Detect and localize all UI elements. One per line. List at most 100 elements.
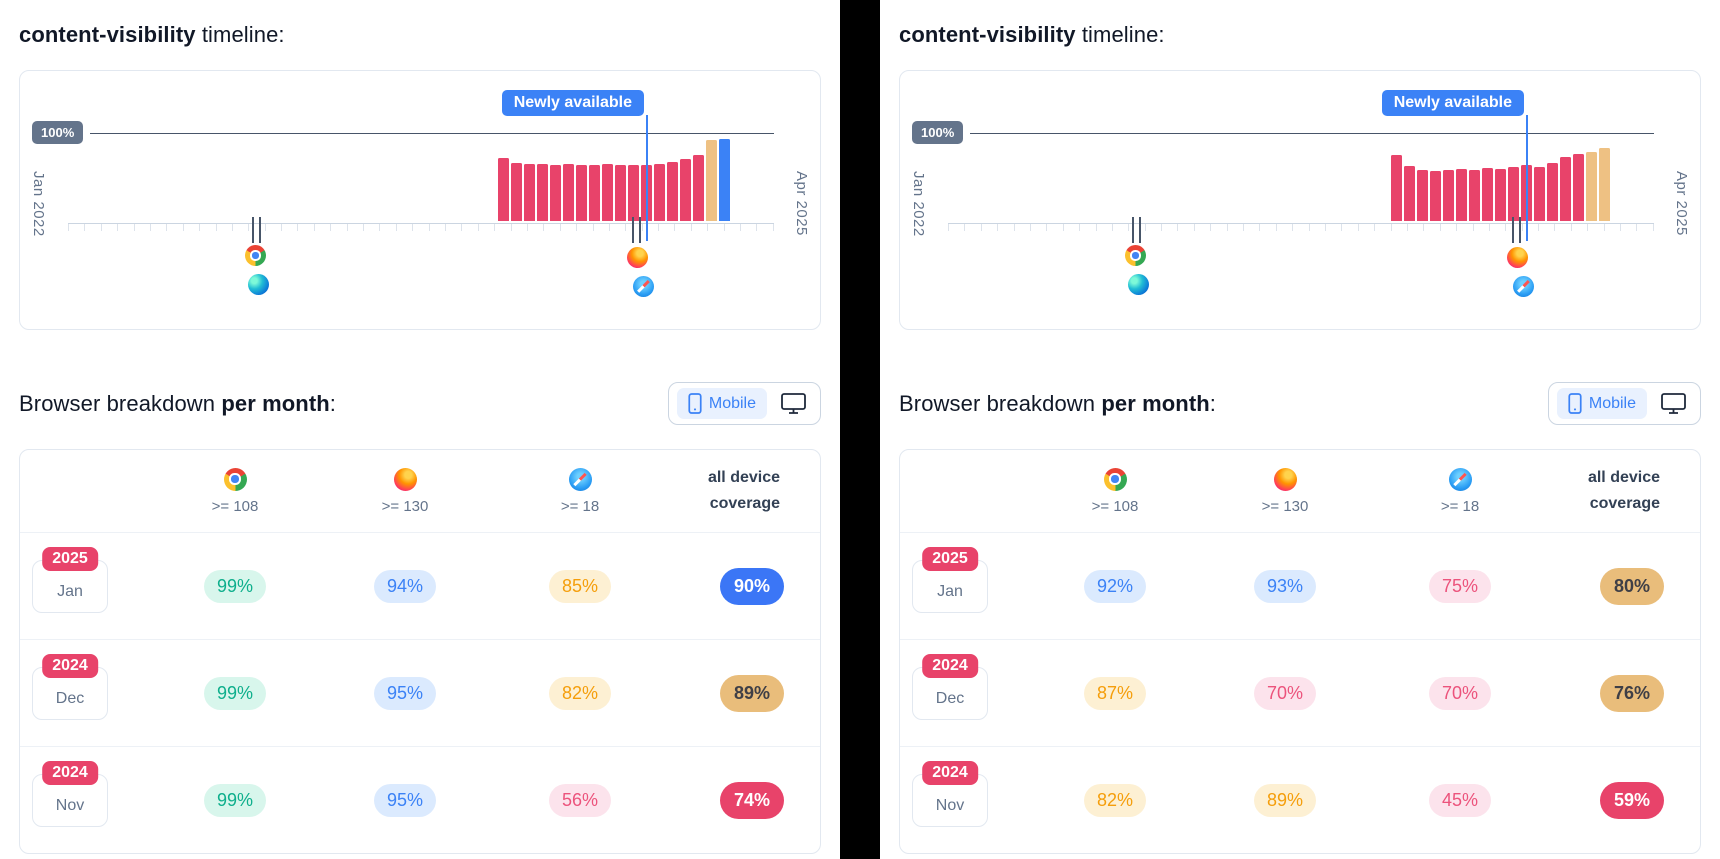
- chrome-version-label: >= 108: [211, 497, 259, 515]
- axis-tick: [149, 224, 151, 231]
- desktop-toggle-button[interactable]: [775, 388, 812, 419]
- table-row: 2025 Jan 99% 94% 85% 90%: [20, 532, 820, 639]
- safari-icon: [568, 467, 592, 491]
- axis-tick: [1538, 224, 1540, 231]
- axis-tick: [510, 224, 512, 231]
- axis-tick: [1243, 224, 1245, 231]
- desktop-toggle-button[interactable]: [1655, 388, 1692, 419]
- mobile-toggle-button[interactable]: Mobile: [1556, 388, 1647, 419]
- mobile-phone-icon: [688, 393, 702, 414]
- month-label: Dec: [55, 689, 85, 707]
- support-chip: 75%: [1428, 569, 1492, 603]
- timeline-bar: [1573, 154, 1584, 221]
- axis-tick: [641, 224, 643, 231]
- support-cell: 75%: [1370, 569, 1550, 603]
- axis-tick: [723, 224, 725, 231]
- timeline-bar: [1482, 168, 1493, 221]
- axis-tick: [1013, 224, 1015, 231]
- support-cell: 70%: [1370, 676, 1550, 710]
- edge-icon: [1128, 274, 1149, 295]
- support-chip: 95%: [373, 783, 437, 817]
- support-cell: 89%: [1200, 783, 1370, 817]
- breakdown-header-row: Browser breakdown per month: Mobile: [19, 382, 821, 425]
- firefox-icon: [393, 467, 417, 491]
- axis-tick: [1488, 224, 1490, 231]
- mobile-phone-icon: [1568, 393, 1582, 414]
- row-label-cell: 2024 Dec: [20, 653, 150, 720]
- axis-tick: [1505, 224, 1507, 231]
- breakdown-title-bold: per month: [1101, 390, 1210, 416]
- axis-tick: [330, 224, 332, 231]
- timeline-bar: [1599, 148, 1610, 221]
- support-cell: 70%: [1200, 676, 1370, 710]
- month-label: Nov: [55, 796, 85, 814]
- table-row: 2024 Nov 82% 89% 45% 59%: [900, 746, 1700, 853]
- month-label: Dec: [935, 689, 965, 707]
- safari-column-header: >= 18: [1370, 467, 1550, 515]
- support-cell: 99%: [150, 676, 320, 710]
- safari-release-marker: [1519, 217, 1521, 243]
- axis-tick: [264, 224, 266, 231]
- axis-tick: [1521, 224, 1523, 231]
- timeline-bar: [1534, 167, 1545, 221]
- axis-tick: [1144, 224, 1146, 231]
- axis-tick: [1161, 224, 1163, 231]
- timeline-bar: [1404, 166, 1415, 221]
- timeline-bars: [1391, 148, 1610, 221]
- row-label-cell: 2025 Jan: [20, 546, 150, 613]
- safari-version-label: >= 18: [1440, 497, 1480, 515]
- safari-release-marker: [639, 217, 641, 243]
- coverage-header-line1: all device: [707, 469, 780, 487]
- support-cell: 85%: [490, 569, 670, 603]
- firefox-release-marker: [632, 217, 634, 243]
- desktop-monitor-icon: [1661, 393, 1686, 414]
- axis-tick: [117, 224, 119, 231]
- axis-tick: [1128, 224, 1130, 231]
- mobile-toggle-button[interactable]: Mobile: [676, 388, 767, 419]
- breakdown-title-prefix: Browser breakdown: [899, 390, 1102, 416]
- support-panel: content-visibility timeline: 100% Jan 20…: [0, 0, 840, 859]
- axis-tick: [1259, 224, 1261, 231]
- hundred-percent-line: [90, 133, 774, 134]
- year-badge: 2024: [42, 653, 98, 678]
- row-label-cell: 2024 Nov: [20, 760, 150, 827]
- timeline-bars: [498, 139, 730, 221]
- support-chip: 87%: [1083, 676, 1147, 710]
- coverage-cell: 89%: [670, 674, 820, 712]
- newly-available-badge: Newly available: [1381, 90, 1524, 116]
- breakdown-section-title: Browser breakdown per month:: [899, 391, 1216, 417]
- support-cell: 92%: [1030, 569, 1200, 603]
- edge-release-marker: [1139, 217, 1141, 243]
- support-chip: 93%: [1253, 569, 1317, 603]
- support-chip: 82%: [548, 676, 612, 710]
- axis-tick: [1062, 224, 1064, 231]
- month-card: 2025 Jan: [32, 546, 108, 613]
- timeline-bar: [1547, 163, 1558, 221]
- device-toggle: Mobile: [667, 382, 821, 425]
- support-cell: 94%: [320, 569, 490, 603]
- month-card: 2024 Dec: [912, 653, 988, 720]
- coverage-column-header: all device coverage: [670, 465, 820, 516]
- support-cell: 82%: [1030, 783, 1200, 817]
- safari-icon: [1448, 467, 1472, 491]
- timeline-bar: [511, 163, 522, 221]
- axis-tick: [1587, 224, 1589, 231]
- hundred-percent-badge: 100%: [32, 121, 84, 144]
- axis-tick: [576, 224, 578, 231]
- firefox-release-marker: [1512, 217, 1514, 243]
- axis-tick: [1603, 224, 1605, 231]
- table-row: 2025 Jan 92% 93% 75% 80%: [900, 532, 1700, 639]
- support-cell: 93%: [1200, 569, 1370, 603]
- year-badge: 2025: [42, 546, 98, 571]
- support-chip: 99%: [203, 783, 267, 817]
- year-badge: 2024: [42, 760, 98, 785]
- chrome-column-header: >= 108: [150, 467, 320, 515]
- timeline-bar: [589, 165, 600, 221]
- support-cell: 82%: [490, 676, 670, 710]
- axis-tick: [1275, 224, 1277, 231]
- coverage-cell: 90%: [670, 567, 820, 605]
- support-chip: 56%: [548, 783, 612, 817]
- firefox-icon: [1273, 467, 1297, 491]
- mobile-toggle-label: Mobile: [1588, 394, 1636, 412]
- axis-tick: [100, 224, 102, 231]
